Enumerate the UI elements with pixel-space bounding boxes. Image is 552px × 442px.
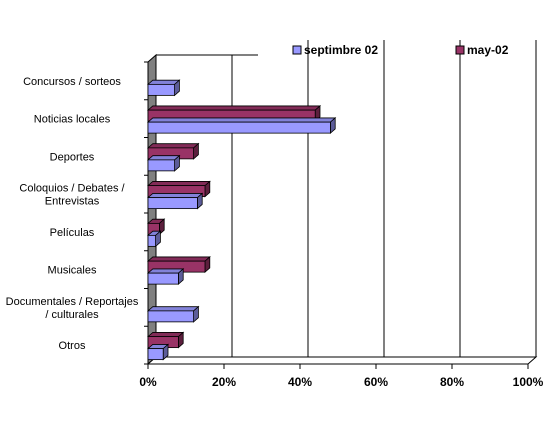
bar-top-face [146, 117, 337, 123]
bar [146, 331, 185, 349]
bar [146, 79, 181, 97]
category-label: Coloquios / Debates / Entrevistas [19, 183, 125, 208]
bar-front-face [147, 121, 331, 134]
category-label: Otros [59, 340, 86, 352]
legend-swatch [292, 45, 302, 55]
x-tick-label: 0% [139, 375, 157, 389]
x-tick-label: 40% [288, 375, 312, 389]
category-label-line: Entrevistas [45, 196, 100, 208]
bar-top-face [146, 332, 185, 338]
bar [146, 117, 337, 135]
category-label-line: Musicales [48, 265, 97, 277]
category-labels: Concursos / sorteos Noticias locales Depor… [6, 76, 139, 352]
bar-top-face [146, 193, 204, 199]
category-label-line: Deportes [50, 151, 95, 163]
bar [146, 105, 322, 123]
floor [146, 356, 538, 365]
bar-top-face [146, 143, 200, 149]
bar [146, 343, 170, 361]
category-label: Películas [50, 227, 95, 239]
x-tick-label: 80% [440, 375, 464, 389]
bar [146, 142, 200, 160]
bar-top-face [146, 105, 322, 111]
x-tick-label: 100% [513, 375, 544, 389]
category-label: Musicales [48, 265, 97, 277]
bar-top-face [146, 256, 211, 262]
bar-front-face [147, 83, 176, 96]
category-label-line: Coloquios / Debates / [19, 183, 125, 195]
bar-front-face [147, 348, 164, 361]
bars [146, 79, 337, 361]
plot-area [144, 53, 538, 366]
bar-top-face [146, 79, 181, 85]
bar-front-face [147, 272, 179, 285]
bar-front-face [147, 234, 156, 247]
bar-top-face [146, 306, 200, 312]
bar-top-face [146, 181, 211, 187]
legend-label: septimbre 02 [304, 43, 378, 57]
category-label: Deportes [50, 151, 95, 163]
category-label-line: Concursos / sorteos [23, 76, 121, 88]
category-label: Concursos / sorteos [23, 76, 121, 88]
legend: septimbre 02 may-02 [292, 43, 509, 57]
bar [146, 256, 211, 274]
x-tick-label: 60% [364, 375, 388, 389]
bar [146, 305, 200, 323]
bar [146, 230, 162, 248]
bar [146, 268, 185, 286]
category-label: Noticias locales [34, 114, 111, 126]
bar [146, 154, 181, 172]
gridlines [231, 40, 537, 357]
category-label-line: Otros [59, 340, 86, 352]
bar-front-face [147, 197, 198, 210]
x-tick-label: 20% [212, 375, 236, 389]
category-label: Documentales / Reportajes / culturales [6, 296, 139, 321]
bar-top-face [146, 155, 181, 161]
bar [146, 192, 204, 210]
legend-swatch [455, 45, 465, 55]
category-label-line: Documentales / Reportajes [6, 296, 139, 308]
legend-label: may-02 [467, 43, 509, 57]
category-label-line: / culturales [45, 309, 99, 321]
bar-top-face [146, 268, 185, 274]
x-tick-labels: 0% 20% 40% 60% 80% 100% [139, 364, 544, 389]
bar-front-face [147, 159, 176, 172]
category-label-line: Noticias locales [34, 114, 111, 126]
category-label-line: Películas [50, 227, 95, 239]
bar-front-face [147, 310, 194, 323]
